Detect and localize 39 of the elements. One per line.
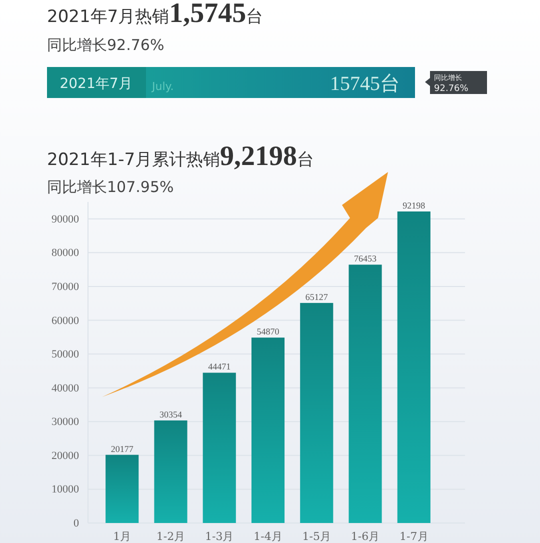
bar <box>348 264 382 523</box>
text: 同比增长92.76% <box>47 36 164 54</box>
y-tick-label: 60000 <box>52 314 80 327</box>
bar <box>251 338 285 523</box>
chart-title: 2021年1-7月累计热销9,2198台 <box>47 141 314 172</box>
bar <box>300 302 334 523</box>
text: 2021年7月 <box>60 76 132 92</box>
y-tick-label: 90000 <box>52 213 80 226</box>
data-label: 54870 <box>256 326 280 337</box>
x-tick-label: 1-4月 <box>254 530 282 543</box>
y-tick-label: 20000 <box>52 450 80 462</box>
text: 2021年7月热销1,5745台 <box>47 0 264 29</box>
y-tick-label: 70000 <box>52 280 80 293</box>
x-tick-label: 1-7月 <box>400 530 428 543</box>
data-label: 20177 <box>110 444 134 454</box>
bar <box>106 454 139 523</box>
text: 92.76% <box>434 84 469 94</box>
x-tick-label: 1-6月 <box>350 530 380 543</box>
y-tick-label: 40000 <box>52 382 80 394</box>
x-tick-label: 1月 <box>113 530 132 543</box>
y-tick-label: 10000 <box>52 484 80 496</box>
data-label: 92198 <box>402 200 426 210</box>
y-tick-label: 80000 <box>52 247 80 260</box>
x-tick-label: 1-5月 <box>302 530 331 543</box>
y-tick-label: 30000 <box>52 416 80 428</box>
bar <box>154 420 188 523</box>
data-label: 30354 <box>159 409 182 420</box>
y-tick-label: 0 <box>74 518 80 530</box>
x-tick-label: 1-2月 <box>156 530 186 543</box>
x-tick-label: 1-3月 <box>205 530 234 543</box>
data-label: 44471 <box>208 362 231 372</box>
y-tick-label: 50000 <box>52 348 80 361</box>
bar <box>202 372 236 523</box>
data-label: 65127 <box>305 292 328 302</box>
data-label: 76453 <box>354 254 378 264</box>
bar <box>397 211 430 523</box>
text: July. <box>151 80 174 93</box>
chart-subtitle: 同比增长107.95% <box>47 178 174 196</box>
text: 15745台 <box>330 73 400 95</box>
